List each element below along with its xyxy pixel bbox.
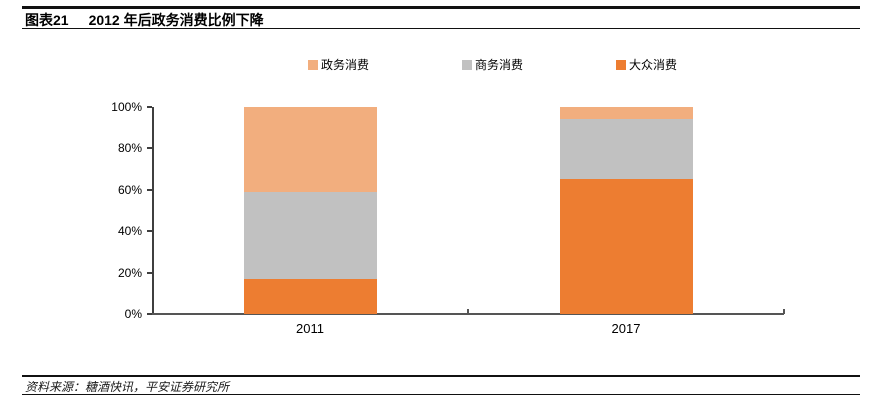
y-axis-tick-label: 20% xyxy=(117,265,142,280)
legend-swatch-icon xyxy=(308,60,318,70)
bar-segment-大众消费-2011 xyxy=(243,278,377,314)
bar-segment-商务消费-2011 xyxy=(243,191,377,279)
legend-swatch-icon xyxy=(616,60,626,70)
figure-title-row: 图表21 2012 年后政务消费比例下降 xyxy=(25,10,264,30)
figure-label: 图表21 xyxy=(25,12,69,28)
title-divider-line xyxy=(22,28,860,29)
x-axis-category-label: 2011 xyxy=(296,321,324,336)
footer-divider-line-top xyxy=(22,375,860,377)
legend-label: 政务消费 xyxy=(321,58,370,72)
y-axis-tick xyxy=(147,188,152,191)
y-axis-tick xyxy=(147,271,152,274)
y-axis-tick-label: 0% xyxy=(124,307,142,321)
bar-segment-商务消费-2017 xyxy=(559,119,693,180)
y-axis-tick-label: 100% xyxy=(111,100,142,114)
source-note: 资料来源：糖酒快讯，平安证券研究所 xyxy=(25,380,230,394)
stacked-bar-2011 xyxy=(243,107,377,314)
figure-title: 2012 年后政务消费比例下降 xyxy=(88,12,264,28)
legend-label: 大众消费 xyxy=(629,58,678,72)
y-axis-line xyxy=(152,107,154,314)
y-axis-tick xyxy=(147,106,152,108)
y-axis-tick-label: 40% xyxy=(117,224,142,239)
stacked-bar-chart: 0% 20% 40% 60% 80% 100% 2011 2017 xyxy=(111,100,785,336)
legend-label: 商务消费 xyxy=(475,58,524,72)
x-axis-line xyxy=(152,313,784,315)
bar-segment-大众消费-2017 xyxy=(559,179,693,314)
bar-segment-政务消费-2011 xyxy=(243,107,377,192)
legend-item-政务消费: 政务消费 xyxy=(308,56,369,74)
legend-item-大众消费: 大众消费 xyxy=(616,56,677,74)
y-axis-tick xyxy=(147,313,152,315)
stacked-bar-2017 xyxy=(559,107,693,314)
legend-swatch-icon xyxy=(462,60,472,70)
y-axis-tick-label: 80% xyxy=(117,141,142,156)
y-axis-tick xyxy=(147,230,152,233)
bar-segment-政务消费-2017 xyxy=(559,107,693,120)
footer-divider-line-bottom xyxy=(22,394,860,395)
x-axis-tick xyxy=(783,309,785,314)
y-axis-tick-label: 60% xyxy=(117,182,142,197)
x-axis-tick xyxy=(467,309,469,314)
x-axis-category-label: 2017 xyxy=(611,321,641,336)
y-axis-tick xyxy=(147,147,152,150)
legend-item-商务消费: 商务消费 xyxy=(462,56,523,74)
top-border-line xyxy=(22,6,860,9)
chart-legend: 政务消费 商务消费 大众消费 xyxy=(0,56,879,74)
